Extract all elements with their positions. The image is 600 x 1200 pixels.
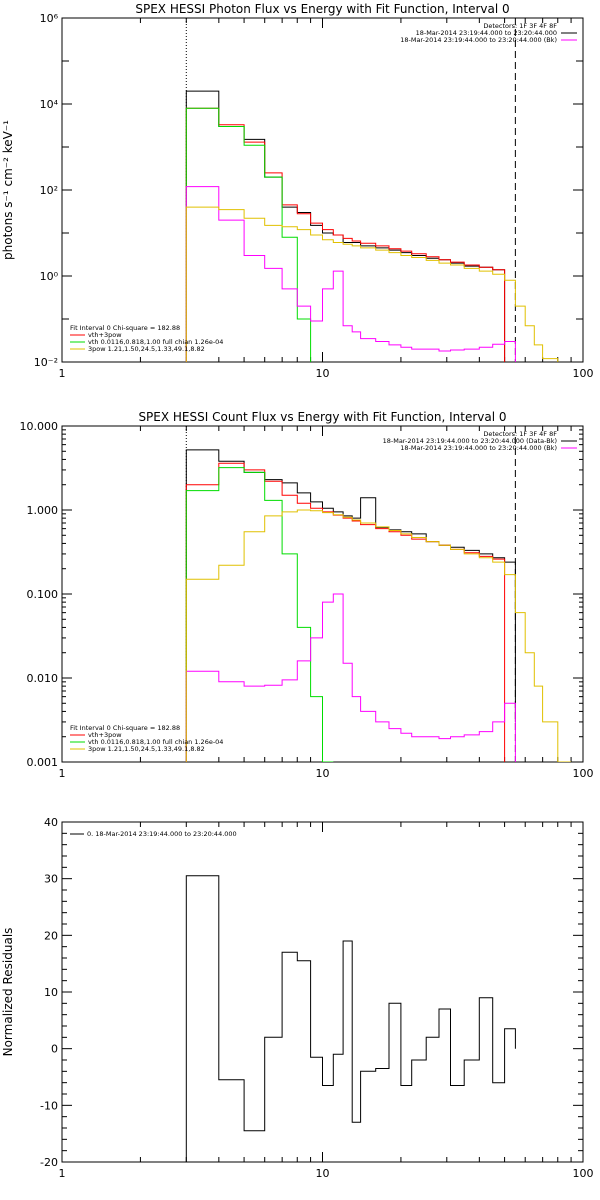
x-tick-label: 10 [316,1167,330,1180]
y-tick-label: 30 [44,873,58,886]
legend-entry: vth 0.0116,0.818,1.00 full chian 1.26e-0… [88,338,223,346]
legend-entry: 3pow 1.21,1.50,24.5,1.33,49.1,8.82 [88,745,205,753]
x-tick-label: 100 [573,767,594,780]
series-1-line [185,90,516,362]
x-tick-label: 100 [573,1167,594,1180]
y-axis-label: photons s⁻¹ cm⁻² keV⁻¹ [1,120,15,260]
x-tick-label: 10 [316,767,330,780]
series-5-line [185,509,572,762]
series-2-line [185,462,506,762]
series-3-line [185,107,323,362]
chart-panel-1: SPEX HESSI Photon Flux vs Energy with Fi… [1,2,594,380]
x-tick-label: 1 [59,367,66,380]
chart-panel-3: 1 10 100 -20 -10 0 10 20 30 40 Normalized Residual… [1,816,594,1180]
chart-title: SPEX HESSI Count Flux vs Energy with Fit… [138,410,506,424]
y-tick-label: -10 [40,1099,58,1112]
legend-entry: 0. 18-Mar-2014 23:19:44.000 to 23:20:44.… [87,830,237,838]
legend-entry: Detectors: 1F 3F 4F 8F [483,22,557,30]
y-tick-label: 10.000 [20,420,59,433]
y-tick-label: 10⁴ [40,98,59,111]
chart-panel-2: SPEX HESSI Count Flux vs Energy with Fit… [20,410,594,780]
x-tick-label: 1 [59,1167,66,1180]
legend-entry: 3pow 1.21,1.50,24.5,1.33,49.1,8.82 [88,345,205,353]
legend-entry: vth+3pow [88,331,122,339]
series-group [185,90,572,362]
series-2-line [185,107,506,362]
legend-entry: Detectors: 1F 3F 4F 8F [483,430,557,438]
y-tick-label: 10⁰ [40,270,59,283]
legend-entry: 18-Mar-2014 23:19:44.000 to 23:20:44.000… [400,444,557,452]
y-tick-label: 40 [44,816,58,829]
series-4-line [185,186,516,362]
x-tick-label: 1 [59,767,66,780]
series-5-line [185,206,572,362]
legend-entry: vth 0.0116,0.818,1.00 full chian 1.26e-0… [88,738,223,746]
y-tick-label: 0.010 [27,672,59,685]
y-tick-label: 10⁻² [34,356,58,369]
series-4-line [185,593,516,762]
series-1-line [185,449,516,762]
y-axis-label: Normalized Residuals [1,928,15,1057]
y-tick-label: 1.000 [27,504,59,517]
x-tick-label: 100 [573,367,594,380]
y-tick-label: 10 [44,986,58,999]
y-tick-label: 0.100 [27,588,59,601]
legend-entry: Fit Interval 0 Chi-square = 182.88 [70,324,180,332]
series-group [185,875,516,1162]
plot-frame [61,821,584,1163]
x-tick-label: 10 [316,367,330,380]
y-tick-label: 10⁶ [40,12,59,25]
legend-entry: 18-Mar-2014 23:19:44.000 to 23:20:44.000… [400,36,557,44]
y-tick-label: 10² [40,184,58,197]
y-tick-label: -20 [40,1156,58,1169]
series-1-line [185,875,516,1162]
y-tick-label: 0.001 [27,756,59,769]
legend-entry: 18-Mar-2014 23:19:44.000 to 23:20:44.000 [416,29,557,37]
chart-title: SPEX HESSI Photon Flux vs Energy with Fi… [135,2,509,16]
legend-entry: 18-Mar-2014 23:19:44.000 to 23:20:44.000… [383,437,557,445]
y-tick-label: 0 [51,1043,58,1056]
legend-entry: vth+3pow [88,731,122,739]
series-group [185,449,572,762]
legend-entry: Fit Interval 0 Chi-square = 182.88 [70,724,180,732]
y-tick-label: 20 [44,929,58,942]
series-3-line [185,467,334,762]
